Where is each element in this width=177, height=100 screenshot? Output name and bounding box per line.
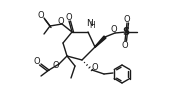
Text: O: O bbox=[124, 14, 130, 24]
Polygon shape bbox=[95, 36, 106, 47]
Text: O: O bbox=[58, 16, 64, 26]
Text: N: N bbox=[86, 20, 93, 28]
Text: O: O bbox=[37, 10, 44, 20]
Text: S: S bbox=[122, 27, 130, 37]
Text: H: H bbox=[89, 22, 95, 30]
Text: O: O bbox=[66, 13, 72, 22]
Text: O: O bbox=[52, 60, 59, 70]
Text: O: O bbox=[92, 62, 98, 72]
Text: O: O bbox=[122, 40, 128, 50]
Text: O: O bbox=[34, 56, 40, 66]
Text: O: O bbox=[111, 24, 117, 34]
